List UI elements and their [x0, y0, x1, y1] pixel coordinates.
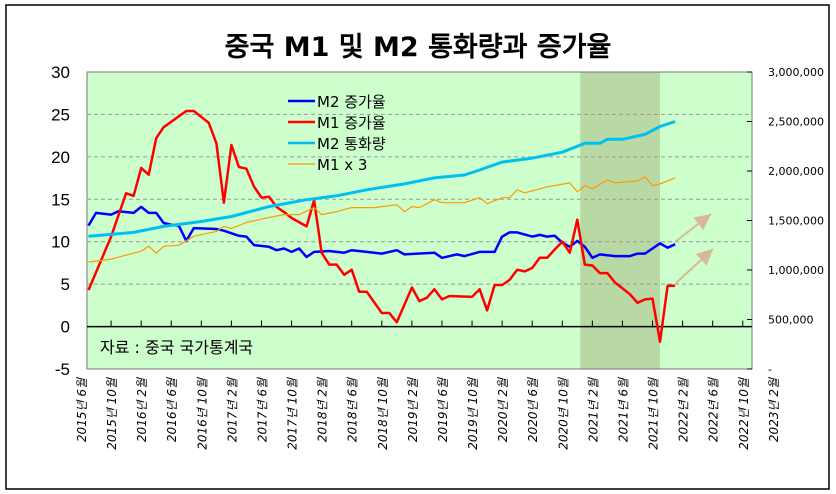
legend-label: M2 통화량 [317, 135, 386, 153]
right-tick-label: 1,500,000 [768, 215, 824, 228]
trend-arrows [674, 213, 714, 284]
left-tick-label: 30 [51, 63, 70, 82]
series-line-4 [88, 176, 676, 263]
series-line-3 [88, 120, 676, 238]
x-tick-label: 2020년 10월 [556, 377, 570, 450]
x-tick-label: 2021년 10월 [647, 377, 661, 450]
x-tick-label: 2015년 6월 [75, 377, 89, 442]
right-axis: 3,000,000 2,500,000 2,000,000 1,500,000 1,00… [747, 66, 824, 376]
x-tick-label: 2016년 10월 [195, 377, 209, 450]
x-axis: 2015년 6월 2015년 10월 2016년 2월 2016년 6월 2016년 1… [75, 320, 781, 450]
right-tick-label: 2,500,000 [768, 116, 824, 129]
x-tick-label: 2015년 10월 [105, 377, 119, 450]
x-tick-label: 2018년 10월 [376, 377, 390, 450]
left-tick-label: 20 [51, 148, 70, 167]
x-tick-label: 2017년 10월 [286, 377, 300, 450]
legend-label: M1 x 3 [317, 156, 367, 174]
x-tick-label: 2018년 6월 [346, 377, 360, 442]
x-tick-label: 2019년 6월 [436, 377, 450, 442]
x-tick-label: 2016년 6월 [165, 377, 179, 442]
left-tick-label: 25 [51, 105, 70, 124]
right-tick-label: 500,000 [768, 314, 814, 327]
right-tick-label: 1,000,000 [768, 264, 824, 277]
x-tick-label: 2017년 6월 [255, 377, 269, 442]
x-tick-label: 2020년 2월 [496, 377, 510, 442]
legend-label: M1 증가율 [317, 114, 386, 132]
x-tick-label: 2019년 2월 [406, 377, 420, 442]
source-note: 자료 : 중국 국가통계국 [100, 338, 253, 357]
shaded-region [580, 72, 661, 369]
x-tick-label: 2022년 6월 [707, 377, 721, 442]
left-tick-label: 10 [51, 233, 70, 252]
left-tick-label: -5 [55, 360, 70, 379]
x-tick-label: 2019년 10월 [466, 377, 480, 450]
right-tick-label: 2,000,000 [768, 165, 824, 178]
left-tick-label: 5 [61, 275, 70, 294]
left-tick-label: 15 [51, 190, 70, 209]
series-lines [87, 109, 676, 344]
legend: M2 증가율 M1 증가율 M2 통화량 M1 x 3 [288, 93, 386, 174]
right-tick-label: 3,000,000 [768, 66, 824, 79]
gridlines [87, 113, 752, 285]
x-tick-label: 2021년 2월 [586, 377, 600, 442]
chart-title: 중국 M1 및 M2 통화량과 증가율 [225, 32, 612, 63]
shaded-period [580, 72, 661, 369]
x-tick-label: 2017년 2월 [225, 377, 239, 442]
x-tick-label: 2021년 6월 [616, 377, 630, 442]
legend-label: M2 증가율 [317, 93, 386, 111]
left-axis: 30 25 20 15 10 5 0 -5 [51, 63, 70, 379]
right-tick-label: - [768, 363, 772, 376]
x-tick-label: 2022년 2월 [677, 377, 691, 442]
left-tick-label: 0 [61, 318, 70, 337]
x-tick-label: 2016년 2월 [135, 377, 149, 442]
arrow-m2-head-icon [693, 214, 711, 231]
arrow-m1-head-icon [695, 249, 713, 266]
x-tick-label: 2023년 2월 [767, 377, 781, 442]
x-tick-label: 2018년 2월 [316, 377, 330, 442]
x-tick-label: 2020년 6월 [526, 377, 540, 442]
series-line-2 [87, 109, 676, 344]
x-tick-label: 2022년 10월 [737, 377, 751, 450]
